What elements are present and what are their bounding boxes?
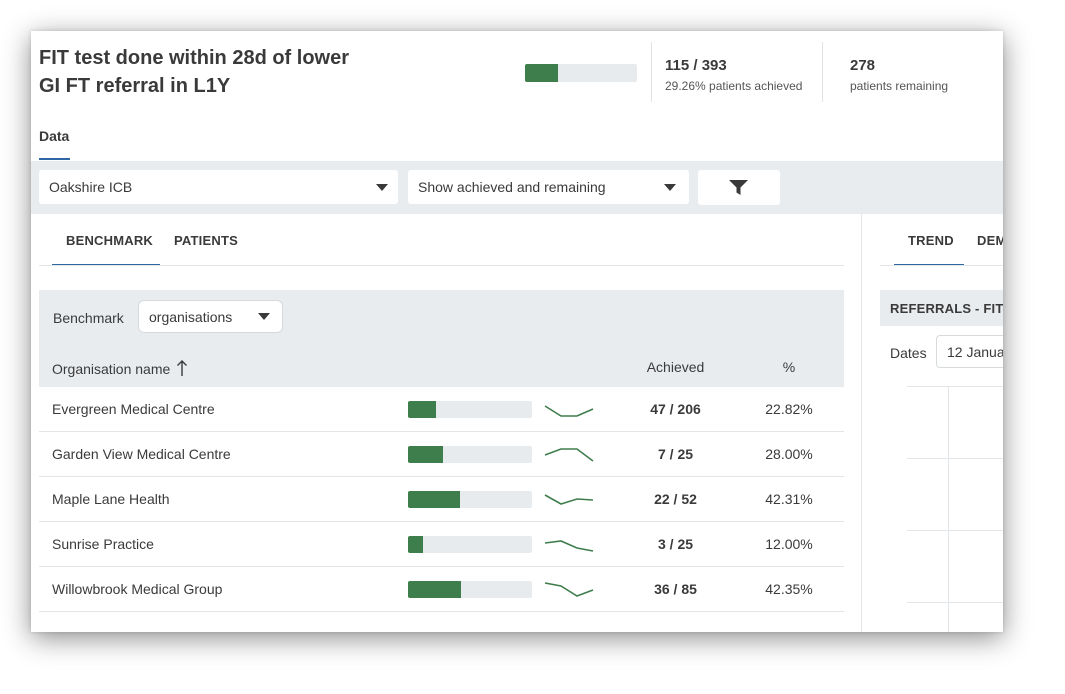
trend-sparkline-line [544,405,594,417]
indicator-title: FIT test done within 28d of lower GI FT … [39,47,350,97]
organisation-name: Sunrise Practice [52,536,154,552]
achievement-bar-fill [408,581,461,598]
benchmark-label: Benchmark [53,310,124,326]
dates-label: Dates [890,345,927,361]
achievement-bar [408,581,532,598]
benchmark-select[interactable]: organisations [138,300,283,333]
achieved-label: 29.26% patients achieved [665,79,803,93]
achieved-value: 22 / 52 [654,491,697,507]
achievement-bar-fill [408,401,437,418]
achieved-value: 3 / 25 [657,536,694,552]
trend-sparkline-line [544,582,594,597]
chart-grid-line [907,602,1003,603]
trend-sparkline-line [544,494,594,505]
table-row[interactable]: Willowbrook Medical Group 36 / 85 42.35% [39,567,844,612]
indicator-card: FIT test done within 28d of lower GI FT … [31,31,1003,632]
benchmark-select-value: organisations [149,308,233,325]
chart-grid-line [907,530,1003,531]
chart-grid-line [907,458,1003,459]
benchmark-header: Benchmark organisations Organisation nam… [39,290,844,387]
trend-pane: TREND DEM REFERRALS - FIT Dates 12 Janua [861,214,1003,632]
achievement-bar [408,536,532,553]
trend-sparkline-line [544,540,594,552]
section-header: REFERRALS - FIT [880,290,1003,326]
percent-value: 28.00% [765,446,813,462]
filter-button[interactable] [698,170,780,205]
trend-sparkline [544,448,594,462]
filter-icon [729,180,748,195]
organisation-select[interactable]: Oakshire ICB [39,170,398,204]
column-organisation-name[interactable]: Organisation name [52,359,188,377]
tab-divider [880,265,1003,266]
tab-divider [39,265,844,266]
organisation-name: Maple Lane Health [52,491,170,507]
achieved-count: 115 / 393 [665,57,727,74]
trend-sparkline [544,494,594,505]
chevron-down-icon [258,313,270,320]
percent-value: 12.00% [765,536,813,552]
achievement-bar [408,446,532,463]
column-percent[interactable]: % [782,359,796,375]
remaining-count: 278 [850,57,876,74]
trend-sparkline [544,405,594,417]
organisation-name: Evergreen Medical Centre [52,401,215,417]
organisation-name: Garden View Medical Centre [52,446,231,462]
tab-data[interactable]: Data [39,128,70,144]
achieved-value: 47 / 206 [650,401,701,417]
section-title: REFERRALS - FIT [890,301,1003,316]
dates-value: 12 Janua [947,343,1003,360]
overall-progress-fill [525,64,558,82]
percent-value: 42.35% [765,581,813,597]
tab-patients[interactable]: PATIENTS [174,233,238,248]
trend-sparkline-line [544,448,594,462]
achievement-bar [408,491,532,508]
column-organisation-name-label: Organisation name [52,361,171,377]
table-row[interactable]: Evergreen Medical Centre 47 / 206 22.82% [39,387,844,432]
percent-value: 42.31% [765,491,813,507]
trend-sparkline [544,540,594,552]
header-divider [822,42,823,102]
achievement-bar-fill [408,446,443,463]
table-row[interactable]: Maple Lane Health 22 / 52 42.31% [39,477,844,522]
chart-axis-line [948,386,949,632]
percent-value: 22.82% [765,401,813,417]
sort-up-arrow-icon [177,360,188,376]
organisation-name: Willowbrook Medical Group [52,581,223,597]
table-row[interactable]: Garden View Medical Centre 7 / 25 28.00% [39,432,844,477]
tab-demographics[interactable]: DEM [977,233,1003,248]
remaining-label: patients remaining [850,79,949,93]
show-filter-value: Show achieved and remaining [418,179,606,195]
achieved-value: 36 / 85 [654,581,697,597]
header-divider [651,42,652,102]
trend-sparkline [544,582,594,597]
tab-benchmark[interactable]: BENCHMARK [66,233,154,248]
achieved-value: 7 / 25 [657,446,694,462]
table-row[interactable]: Sunrise Practice 3 / 25 12.00% [39,522,844,567]
tab-data-underline [39,158,70,160]
overall-progress-bar [525,64,637,82]
show-filter-select[interactable]: Show achieved and remaining [408,170,689,204]
benchmark-pane: BENCHMARK PATIENTS [31,214,861,632]
chevron-down-icon [376,184,388,191]
chart-grid-line [907,386,1003,387]
chevron-down-icon [664,184,676,191]
achievement-bar-fill [408,491,461,508]
tab-trend[interactable]: TREND [908,233,954,248]
organisation-select-value: Oakshire ICB [49,179,133,195]
achievement-bar-fill [408,536,423,553]
achievement-bar [408,401,532,418]
dates-select[interactable]: 12 Janua [936,335,1003,368]
column-achieved[interactable]: Achieved [646,359,705,375]
